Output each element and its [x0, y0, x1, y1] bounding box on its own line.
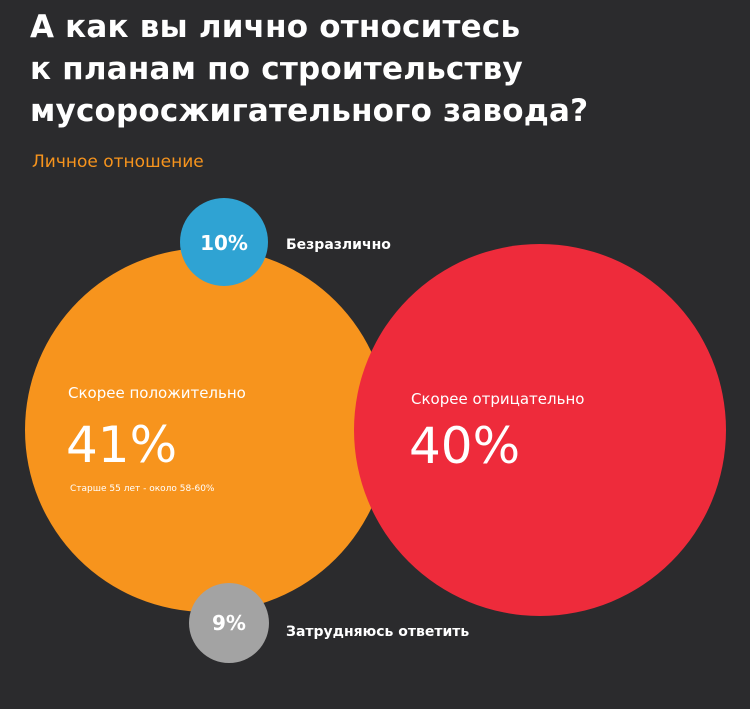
label-positive-name: Скорее положительно [68, 384, 246, 402]
label-undecided-value: 9% [212, 611, 246, 635]
label-undecided-name: Затрудняюсь ответить [286, 624, 469, 640]
label-indifferent-name: Безразлично [286, 237, 391, 253]
chart-title: А как вы лично относитесь к планам по ст… [30, 6, 710, 132]
label-positive-value: 41% [66, 416, 177, 474]
title-line-1: А как вы лично относитесь [30, 9, 521, 45]
title-line-2: к планам по строительству [30, 51, 523, 87]
bubble-positive [25, 248, 389, 612]
label-indifferent-value: 10% [200, 231, 248, 255]
chart-subtitle: Личное отношение [32, 152, 204, 172]
bubble-negative [354, 244, 726, 616]
title-line-3: мусоросжигательного завода? [30, 93, 589, 129]
bubble-indifferent [180, 198, 268, 286]
label-negative-value: 40% [409, 417, 520, 475]
bubble-undecided [189, 583, 269, 663]
label-negative-name: Скорее отрицательно [411, 390, 584, 408]
label-positive-note: Старше 55 лет - около 58-60% [70, 484, 215, 494]
